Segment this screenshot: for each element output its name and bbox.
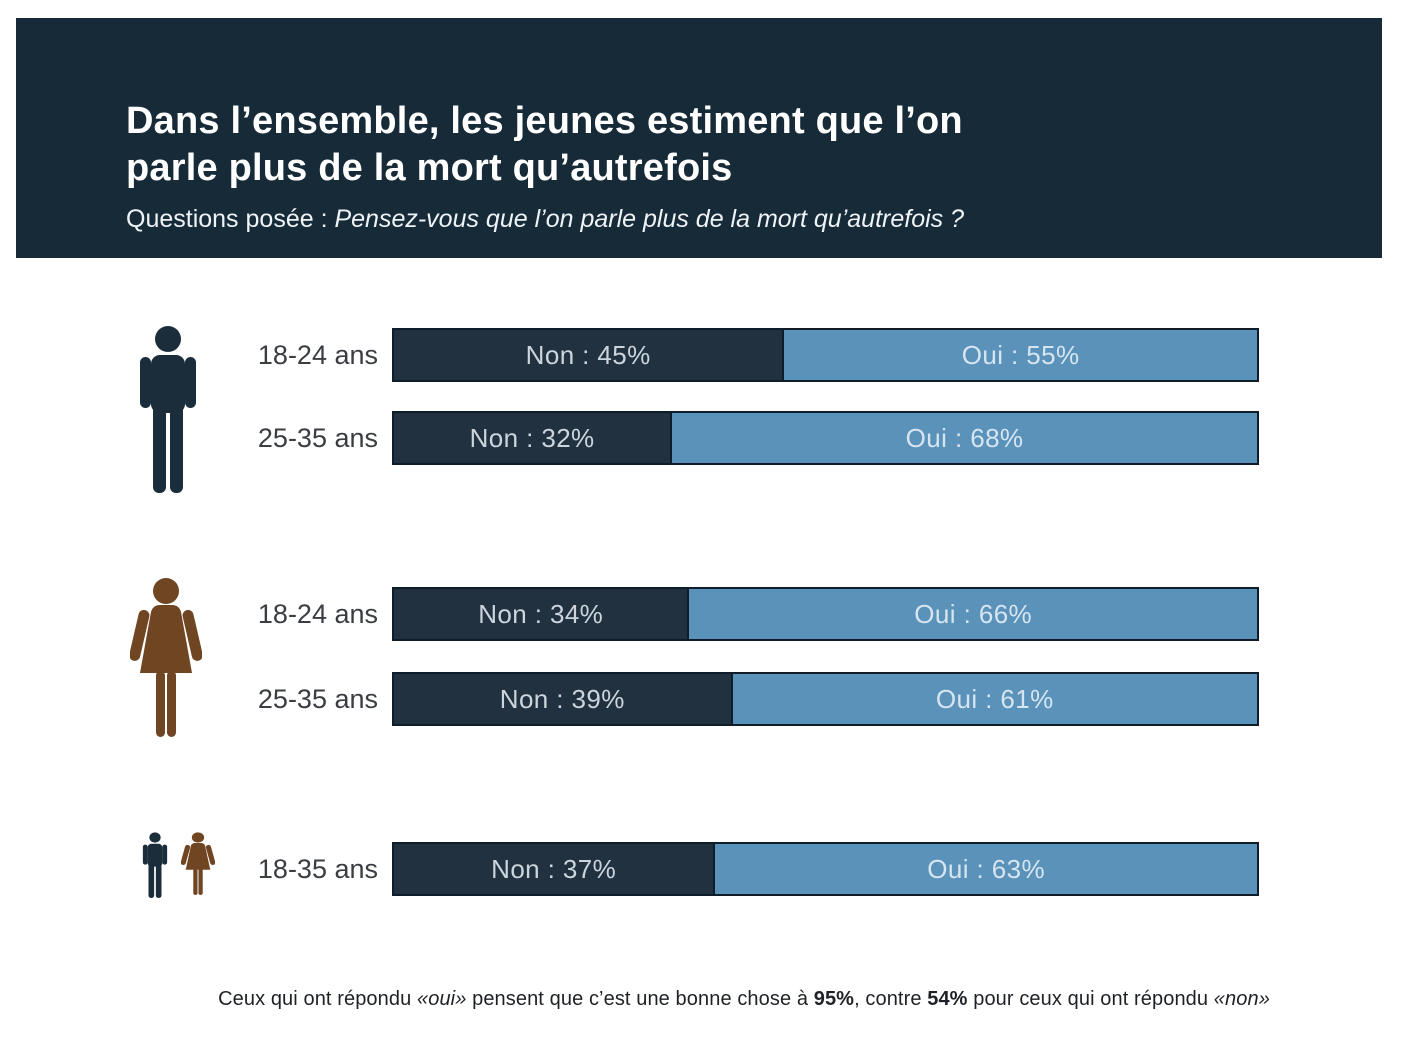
non-value-label: Non : 37% bbox=[491, 853, 617, 884]
non-value-label: Non : 34% bbox=[478, 598, 604, 629]
non-segment: Non : 39% bbox=[394, 674, 731, 724]
non-value-label: Non : 45% bbox=[525, 339, 651, 370]
oui-segment: Oui : 68% bbox=[670, 413, 1257, 463]
page-title: Dans l’ensemble, les jeunes estiment que… bbox=[126, 98, 963, 192]
oui-value-label: Oui : 55% bbox=[961, 339, 1080, 370]
non-segment: Non : 45% bbox=[394, 330, 783, 380]
male-icon-small bbox=[142, 832, 168, 898]
footnote-text: pour ceux qui ont répondu bbox=[967, 988, 1214, 1010]
non-value-label: Non : 39% bbox=[499, 683, 625, 714]
title-line-1: Dans l’ensemble, les jeunes estiment que… bbox=[126, 100, 963, 142]
footnote-text: pensent que c’est une bonne chose à bbox=[466, 988, 814, 1010]
footnote-text: Ceux qui ont répondu bbox=[218, 988, 417, 1010]
footnote-text: , contre bbox=[854, 988, 928, 1010]
title-line-2: parle plus de la mort qu’autrefois bbox=[126, 147, 733, 189]
bar-row-men-18-24: 18-24 ans Non : 45% Oui : 55% bbox=[230, 328, 1259, 382]
header-banner: Dans l’ensemble, les jeunes estiment que… bbox=[16, 18, 1382, 258]
age-label: 25-35 ans bbox=[257, 422, 378, 453]
oui-segment: Oui : 55% bbox=[782, 330, 1257, 380]
oui-value-label: Oui : 68% bbox=[905, 422, 1024, 453]
age-label: 18-24 ans bbox=[257, 598, 378, 629]
question-subtitle: Questions posée : Pensez-vous que l’on p… bbox=[126, 204, 964, 234]
oui-value-label: Oui : 63% bbox=[927, 853, 1046, 884]
bar-row-men-25-35: 25-35 ans Non : 32% Oui : 68% bbox=[230, 411, 1259, 465]
non-value-label: Non : 32% bbox=[469, 422, 595, 453]
non-segment: Non : 37% bbox=[394, 844, 714, 894]
female-icon bbox=[129, 577, 203, 745]
female-icon-small bbox=[180, 832, 216, 898]
non-segment: Non : 32% bbox=[394, 413, 671, 463]
bar-row-women-25-35: 25-35 ans Non : 39% Oui : 61% bbox=[230, 672, 1259, 726]
non-segment: Non : 34% bbox=[394, 589, 688, 639]
question-prefix: Questions posée : bbox=[126, 205, 335, 233]
age-label: 18-24 ans bbox=[257, 339, 378, 370]
oui-segment: Oui : 61% bbox=[730, 674, 1257, 724]
bar-row-all-18-35: 18-35 ans Non : 37% Oui : 63% bbox=[230, 842, 1259, 896]
footnote: Ceux qui ont répondu «oui» pensent que c… bbox=[80, 988, 1408, 1011]
oui-value-label: Oui : 61% bbox=[935, 683, 1054, 714]
oui-value-label: Oui : 66% bbox=[914, 598, 1033, 629]
stacked-bar: Non : 39% Oui : 61% bbox=[392, 672, 1259, 726]
stacked-bar: Non : 45% Oui : 55% bbox=[392, 328, 1259, 382]
stacked-bar: Non : 37% Oui : 63% bbox=[392, 842, 1259, 896]
footnote-pct-non: 54% bbox=[927, 988, 968, 1010]
footnote-pct-oui: 95% bbox=[813, 988, 855, 1010]
stacked-bar: Non : 32% Oui : 68% bbox=[392, 411, 1259, 465]
footnote-non-quote: «non» bbox=[1213, 988, 1270, 1010]
age-label: 18-35 ans bbox=[257, 853, 378, 884]
male-icon bbox=[138, 325, 198, 493]
age-label: 25-35 ans bbox=[257, 683, 378, 714]
footnote-oui-quote: «oui» bbox=[417, 988, 467, 1010]
oui-segment: Oui : 63% bbox=[713, 844, 1257, 894]
oui-segment: Oui : 66% bbox=[687, 589, 1257, 639]
question-text: Pensez-vous que l’on parle plus de la mo… bbox=[334, 205, 964, 233]
bar-row-women-18-24: 18-24 ans Non : 34% Oui : 66% bbox=[230, 587, 1259, 641]
stacked-bar: Non : 34% Oui : 66% bbox=[392, 587, 1259, 641]
